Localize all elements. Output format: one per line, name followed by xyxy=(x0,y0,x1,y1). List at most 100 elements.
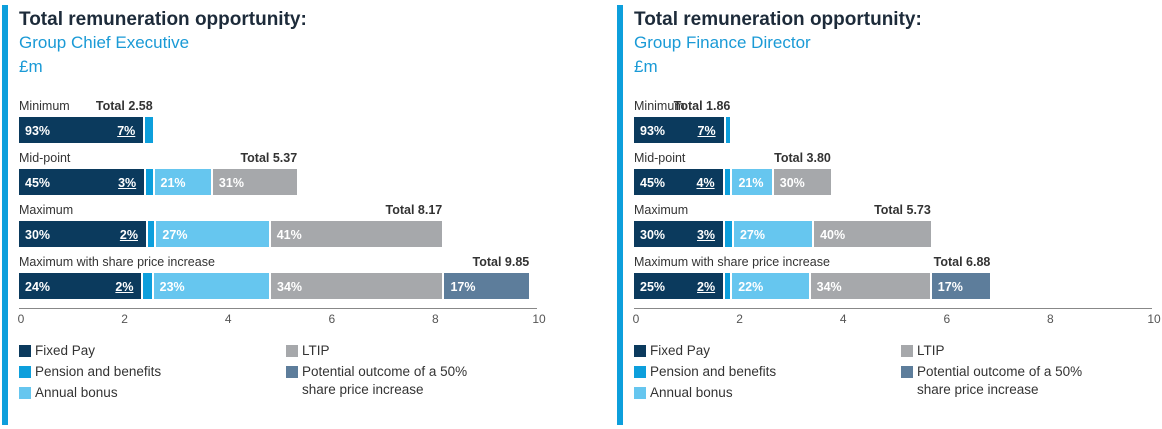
bar-segment-pension xyxy=(141,273,152,299)
x-tick-label: 10 xyxy=(1147,312,1161,326)
segment-label: 27% xyxy=(739,228,765,242)
legend-item-share: Potential outcome of a 50% share price i… xyxy=(901,363,1111,399)
row-total: Total 6.88 xyxy=(933,255,991,269)
x-tick-label: 10 xyxy=(532,312,546,326)
bar-segment-pension xyxy=(723,221,732,247)
segment-label: 34% xyxy=(277,280,303,294)
legend-label: Fixed Pay xyxy=(35,343,96,358)
segment-label: 24% xyxy=(25,280,51,294)
legend-item-pension: Pension and benefits xyxy=(19,363,161,381)
chart-title: Total remuneration opportunity: xyxy=(19,9,307,30)
x-tick-label: 8 xyxy=(1047,312,1054,326)
bar-segment-bonus: 23% xyxy=(151,273,269,299)
segment-label: 25% xyxy=(640,280,666,294)
row-total: Total 5.73 xyxy=(874,203,931,217)
legend-swatch xyxy=(19,345,31,357)
row-total: Total 5.37 xyxy=(240,151,298,165)
chart-panel: Total remuneration opportunity: Group Fin… xyxy=(615,0,1161,429)
row-label: Maximum with share price increase xyxy=(19,255,215,269)
segment-label: 2% xyxy=(697,280,716,294)
bar-segment-ltip: 40% xyxy=(812,221,931,247)
x-tick-label: 0 xyxy=(17,312,25,326)
chart-unit: £m xyxy=(19,57,43,76)
segment-label: 7% xyxy=(117,124,136,138)
x-tick-label: 4 xyxy=(224,312,232,326)
bar-segment-ltip: 30% xyxy=(771,169,831,195)
bar-segment-pension xyxy=(723,117,731,143)
legend-label: Annual bonus xyxy=(650,385,733,400)
legend-swatch xyxy=(286,366,298,378)
bar-segment-pension xyxy=(145,221,155,247)
x-tick-label: 6 xyxy=(943,312,951,326)
chart-title: Total remuneration opportunity: xyxy=(634,9,922,30)
bar-segment-ltip: 31% xyxy=(210,169,298,195)
segment-label: 31% xyxy=(218,176,244,190)
legend-swatch xyxy=(901,345,913,357)
row-label: Mid-point xyxy=(19,151,71,165)
bar-segment-share: 17% xyxy=(929,273,991,299)
segment-label: 30% xyxy=(779,176,805,190)
bar-segment-fixed: 30% xyxy=(634,221,724,247)
segment-label: 27% xyxy=(162,228,188,242)
legend-swatch xyxy=(901,366,913,378)
bar-segment-fixed: 93% xyxy=(634,117,724,143)
segment-label: 21% xyxy=(738,176,764,190)
legend-item-bonus: Annual bonus xyxy=(19,384,118,402)
row-total: Total 3.80 xyxy=(774,151,831,165)
legend-swatch xyxy=(634,387,646,399)
segment-label: 2% xyxy=(115,280,134,294)
legend-label: Potential outcome of a 50% share price i… xyxy=(302,364,468,397)
row-label: Mid-point xyxy=(634,151,686,165)
x-tick-label: 6 xyxy=(328,312,336,326)
legend-label: LTIP xyxy=(917,343,945,358)
bar-segment-bonus: 21% xyxy=(730,169,772,195)
segment-label: 4% xyxy=(696,176,715,190)
legend-item-fixed: Fixed Pay xyxy=(634,342,710,360)
accent-bar xyxy=(617,5,623,425)
segment-label: 93% xyxy=(640,124,666,138)
x-tick-label: 0 xyxy=(632,312,640,326)
bar-segment-fixed: 45% xyxy=(19,169,145,195)
row-total: Total 8.17 xyxy=(385,203,443,217)
row-total: Total 9.85 xyxy=(472,255,530,269)
segment-label: 17% xyxy=(450,280,476,294)
segment-label: 93% xyxy=(25,124,51,138)
legend-item-ltip: LTIP xyxy=(901,342,945,360)
legend-swatch xyxy=(19,366,31,378)
bar-segment-ltip: 41% xyxy=(268,221,443,247)
segment-label: 30% xyxy=(640,228,666,242)
segment-label: 17% xyxy=(937,280,963,294)
bar-segment-pension xyxy=(143,117,153,143)
segment-label: 7% xyxy=(697,124,716,138)
row-label: Minimum xyxy=(634,99,685,113)
segment-label: 40% xyxy=(820,228,846,242)
legend-label: Annual bonus xyxy=(35,385,118,400)
legend-swatch xyxy=(19,387,31,399)
bar-segment-fixed: 45% xyxy=(634,169,723,195)
row-label: Maximum xyxy=(19,203,74,217)
legend-item-fixed: Fixed Pay xyxy=(19,342,95,360)
legend-label: Potential outcome of a 50% share price i… xyxy=(917,364,1083,397)
bar-segment-fixed: 24% xyxy=(19,273,142,299)
bar-segment-ltip: 34% xyxy=(808,273,930,299)
segment-label: 41% xyxy=(276,228,302,242)
legend-label: Pension and benefits xyxy=(35,364,162,379)
chart-subtitle: Group Chief Executive xyxy=(19,33,190,52)
bar-segment-bonus: 27% xyxy=(731,221,813,247)
segment-label: 30% xyxy=(25,228,51,242)
segment-label: 3% xyxy=(696,228,716,242)
bar-segment-fixed: 25% xyxy=(634,273,724,299)
legend-label: Fixed Pay xyxy=(650,343,711,358)
bar-segment-pension xyxy=(722,169,731,195)
bar-segment-share: 17% xyxy=(442,273,530,299)
chart-unit: £m xyxy=(634,57,658,76)
legend-label: Pension and benefits xyxy=(650,364,777,379)
segment-label: 21% xyxy=(160,176,186,190)
x-tick-label: 8 xyxy=(432,312,439,326)
chart-subtitle: Group Finance Director xyxy=(634,33,811,52)
segment-label: 34% xyxy=(816,280,842,294)
legend-swatch xyxy=(286,345,298,357)
accent-bar xyxy=(2,5,8,425)
x-tick-label: 4 xyxy=(839,312,847,326)
x-axis xyxy=(19,308,537,309)
